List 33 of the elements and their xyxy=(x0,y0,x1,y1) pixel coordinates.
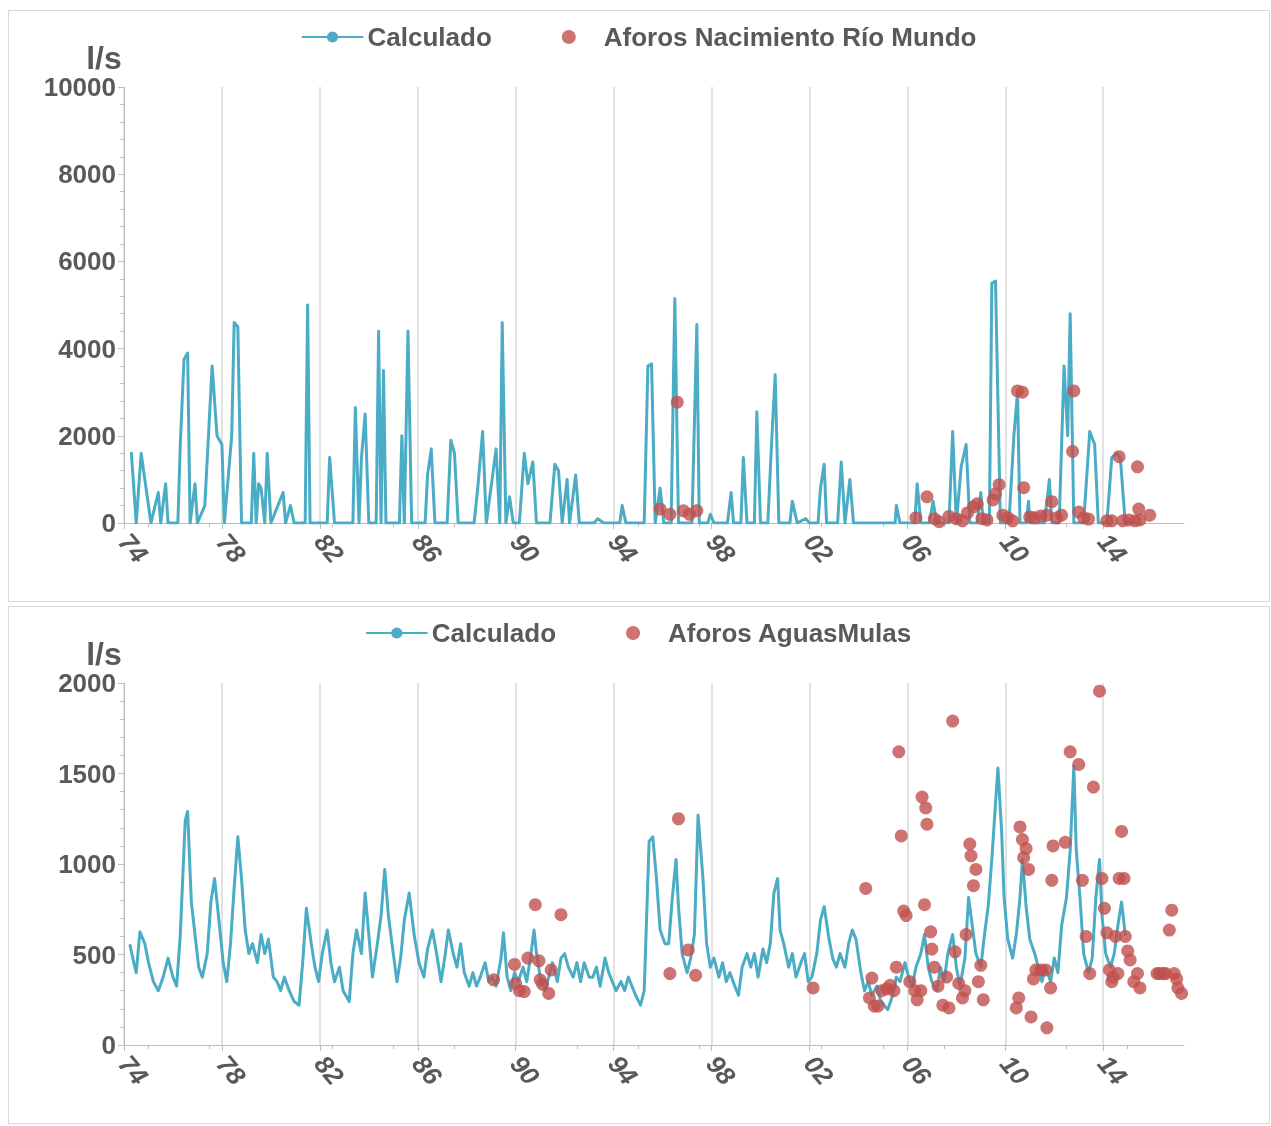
y-tick-label: 2000 xyxy=(58,420,116,451)
x-tick-label: 98 xyxy=(700,527,742,570)
y-tick-label: 4000 xyxy=(58,333,116,364)
x-tick-label: 14 xyxy=(1091,1049,1134,1092)
y-tick-label: 0 xyxy=(101,1030,116,1060)
x-tick-label: 06 xyxy=(895,1049,938,1092)
x-tick-label: 98 xyxy=(700,1049,742,1092)
x-tick-label: 06 xyxy=(895,527,938,570)
x-tick-label: 10 xyxy=(993,1049,1036,1092)
x-tick-label: 78 xyxy=(210,527,253,570)
x-tick-label: 94 xyxy=(602,1049,645,1092)
legend-label: Calculado xyxy=(367,22,492,52)
legend-label: Aforos AguasMulas xyxy=(668,618,912,648)
x-tick-label: 02 xyxy=(797,1049,840,1092)
x-tick-label: 82 xyxy=(308,1049,351,1092)
y-tick-label: 6000 xyxy=(58,246,116,277)
legend-label: Aforos Nacimiento Río Mundo xyxy=(603,22,977,52)
y-tick-label: 1500 xyxy=(58,758,116,789)
x-tick-label: 14 xyxy=(1091,527,1134,570)
legend-label: Calculado xyxy=(431,618,557,648)
y-tick-label: 500 xyxy=(72,939,116,970)
x-tick-label: 82 xyxy=(308,527,351,570)
y-tick-label: 1000 xyxy=(58,849,116,879)
x-tick-label: 10 xyxy=(993,527,1036,570)
x-tick-label: 78 xyxy=(210,1049,253,1092)
y-tick-label: 0 xyxy=(101,508,116,538)
x-tick-label: 86 xyxy=(406,527,449,570)
x-tick-label: 94 xyxy=(602,527,645,570)
x-tick-label: 90 xyxy=(504,527,547,570)
x-tick-label: 90 xyxy=(504,1049,547,1092)
x-tick-label: 86 xyxy=(406,1049,449,1092)
x-tick-label: 02 xyxy=(797,527,840,570)
y-tick-label: 8000 xyxy=(58,159,116,190)
